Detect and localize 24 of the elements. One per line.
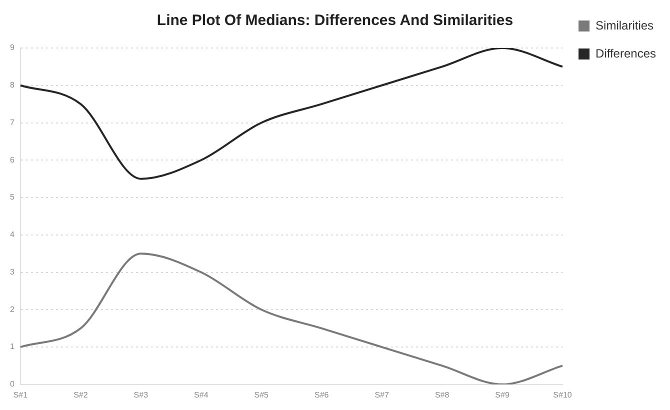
y-tick-label: 4 xyxy=(10,230,15,240)
x-tick-label: S#7 xyxy=(374,390,390,400)
legend-label: Similarities xyxy=(596,18,654,32)
x-tick-label: S#1 xyxy=(13,390,28,400)
x-tick-label: S#10 xyxy=(553,390,572,400)
y-tick-label: 9 xyxy=(10,43,15,52)
y-tick-label: 0 xyxy=(10,380,15,389)
legend-label: Differences xyxy=(596,46,656,60)
y-tick-label: 5 xyxy=(10,192,15,202)
chart-title: Line Plot Of Medians: Differences And Similarities xyxy=(156,12,514,30)
y-tick-label: 2 xyxy=(10,304,15,314)
y-tick-label: 6 xyxy=(10,155,15,164)
x-tick-label: S#8 xyxy=(434,390,450,400)
y-tick-label: 3 xyxy=(10,267,15,276)
x-tick-label: S#6 xyxy=(314,390,330,400)
y-tick-label: 1 xyxy=(10,342,15,352)
y-tick-label: 8 xyxy=(10,80,15,90)
y-tick-label: 7 xyxy=(10,118,15,127)
line-series xyxy=(19,48,564,180)
x-tick-label: S#5 xyxy=(254,390,270,400)
x-tick-label: S#9 xyxy=(495,390,510,400)
x-tick-label: S#4 xyxy=(194,390,209,400)
x-tick-label: S#2 xyxy=(74,390,88,400)
x-tick-label: S#3 xyxy=(134,390,149,400)
